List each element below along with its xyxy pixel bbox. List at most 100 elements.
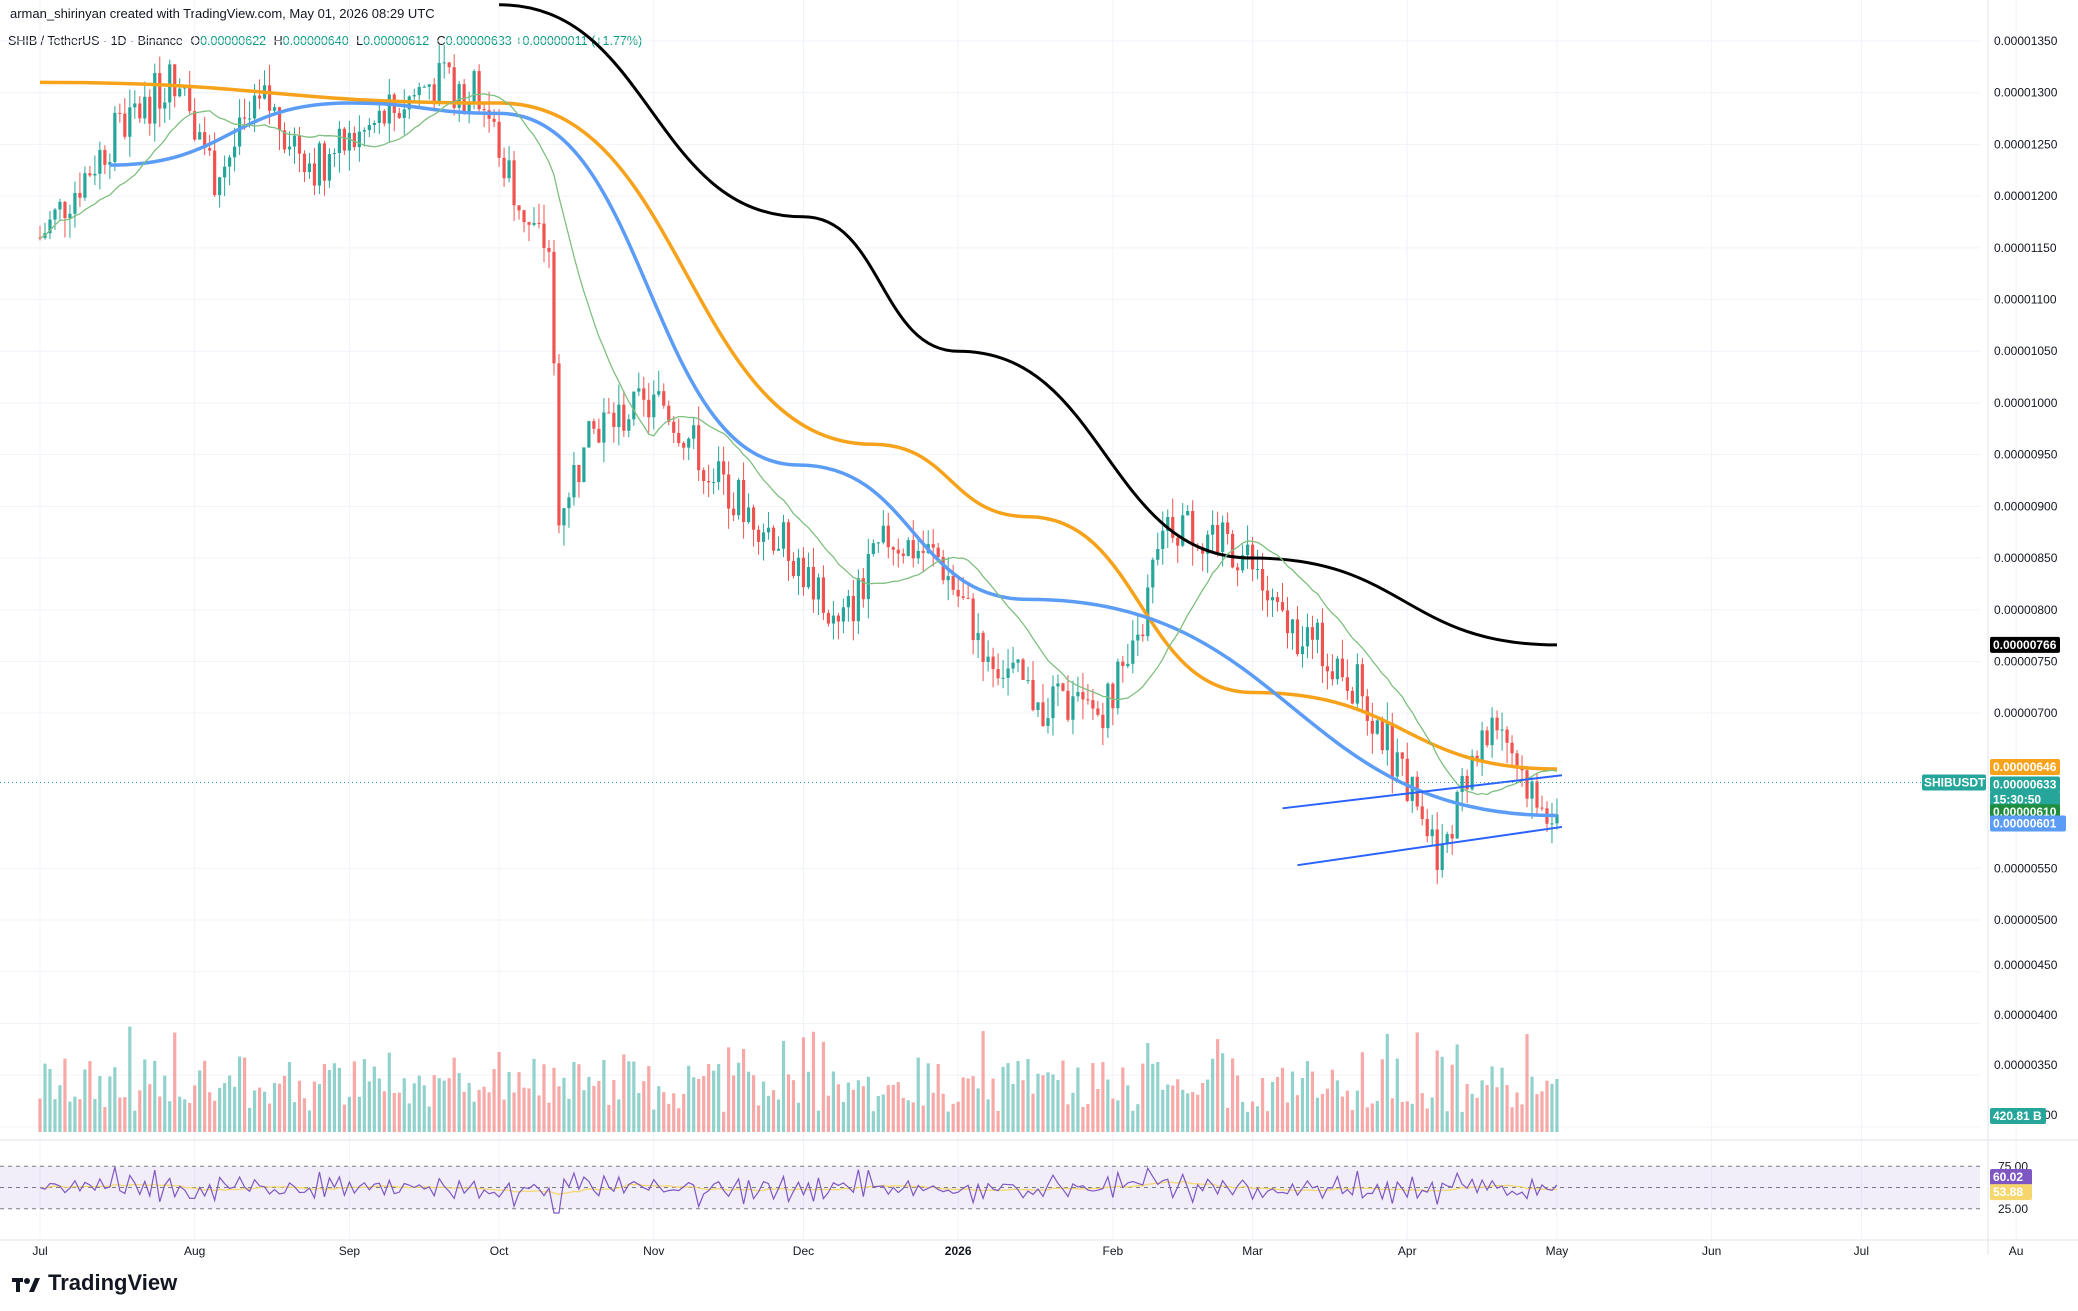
time-tick-label: Aug [184,1244,205,1258]
volume-bar [1086,1103,1090,1132]
candle-body [1191,511,1195,546]
volume-bar [1360,1052,1364,1132]
volume-bar [1051,1074,1055,1132]
candle-body [741,479,746,522]
rsi-value-tag-bg [1990,1169,2032,1185]
volume-bar [906,1100,910,1132]
volume-bar [587,1076,591,1132]
candle-body [941,557,945,581]
candle-body [1255,568,1260,570]
volume-bar [717,1063,721,1132]
candle-body [652,394,656,418]
candle-body [956,589,960,597]
volume-bar [741,1049,746,1132]
volume-bar [188,1102,192,1132]
moving-averages [39,3,1558,818]
candle-body [881,525,885,543]
volume-bar [821,1041,826,1132]
candle-body [457,84,461,108]
price-axis[interactable]: 0.00001350 0.00001300 0.00001250 0.00001200… [1994,34,2058,1216]
volume-bar [267,1103,272,1132]
candle-body [602,412,606,443]
candle-body [1066,690,1070,720]
volume-bar [1385,1033,1389,1132]
volume-bar [746,1071,751,1132]
volume-bar [931,1092,935,1132]
candle-body [1430,829,1434,837]
candle-body [123,113,127,137]
tradingview-logo[interactable]: TradingView [12,1270,177,1296]
candle-body [422,86,426,88]
volume-bar [647,1066,651,1132]
candle-body [1126,663,1130,667]
candle-body [751,507,756,530]
volume-bar [1410,1103,1414,1132]
candle-body [1270,597,1275,601]
last-price-tag-bg [1990,776,2060,793]
volume-bar [302,1098,307,1132]
volume-bar [527,1088,531,1132]
candle-body [861,578,865,600]
candle-body [796,557,801,577]
candle-body [1480,730,1484,761]
volume-bar [223,1082,227,1132]
channel-lines[interactable] [0,774,1980,867]
channel-lower [1297,825,1563,867]
volume-bar [163,1075,167,1132]
candle-body [63,201,67,219]
time-tick-label: Sep [339,1244,361,1258]
candle-body [1285,610,1290,634]
volume-bar [831,1071,836,1132]
candle-body [851,596,855,622]
volume-bar [841,1101,845,1132]
time-tick-label: Nov [643,1244,664,1258]
volume-bar [766,1095,771,1132]
candle-body [362,130,366,132]
volume-bar [607,1104,611,1132]
volume-bar [687,1065,691,1132]
candle-body [317,143,322,186]
candle-body [677,432,681,444]
volume-bar [1390,1098,1394,1132]
volume-tag-bg [1990,1108,2046,1124]
volume-bar [178,1096,182,1132]
volume-bar [786,1074,791,1132]
volume-bar [697,1079,701,1132]
volume-bar [387,1052,391,1132]
candle-body [447,62,451,68]
candle-body [417,87,421,96]
candle-body [572,464,576,498]
volume-bar [482,1086,486,1132]
volume-bar [1031,1093,1035,1132]
time-axis[interactable]: Jul Aug Sep Oct Nov Dec 2026 Feb Mar Apr May Jun Jul… [32,1244,2023,1258]
candle-body [552,251,556,364]
candle-body [1420,806,1424,820]
volume-bar [1480,1080,1484,1132]
candle-body [332,153,337,155]
candle-body [632,391,636,420]
volume-bar [557,1086,561,1132]
volume-bar [402,1078,406,1132]
volume-bar [252,1090,257,1132]
candle-body [786,522,791,561]
volume-bar [63,1058,67,1132]
volume-bar [322,1064,327,1132]
volume-bar [48,1069,52,1132]
candle-body [976,632,980,641]
candle-body [1515,753,1519,767]
candle-body [1445,834,1449,844]
volume-bar [457,1073,461,1132]
candle-body [567,497,571,509]
volume-bar [1490,1066,1494,1132]
candle-body [1305,627,1310,647]
volume-bar [287,1062,292,1132]
volume-bar [198,1070,202,1132]
candle-body [1181,515,1185,546]
candle-body [168,64,172,103]
volume-bar [138,1090,142,1132]
candle-body [352,132,356,148]
volume-bar [73,1096,77,1132]
candle-body [1460,775,1464,792]
volume-bar [1221,1053,1225,1132]
